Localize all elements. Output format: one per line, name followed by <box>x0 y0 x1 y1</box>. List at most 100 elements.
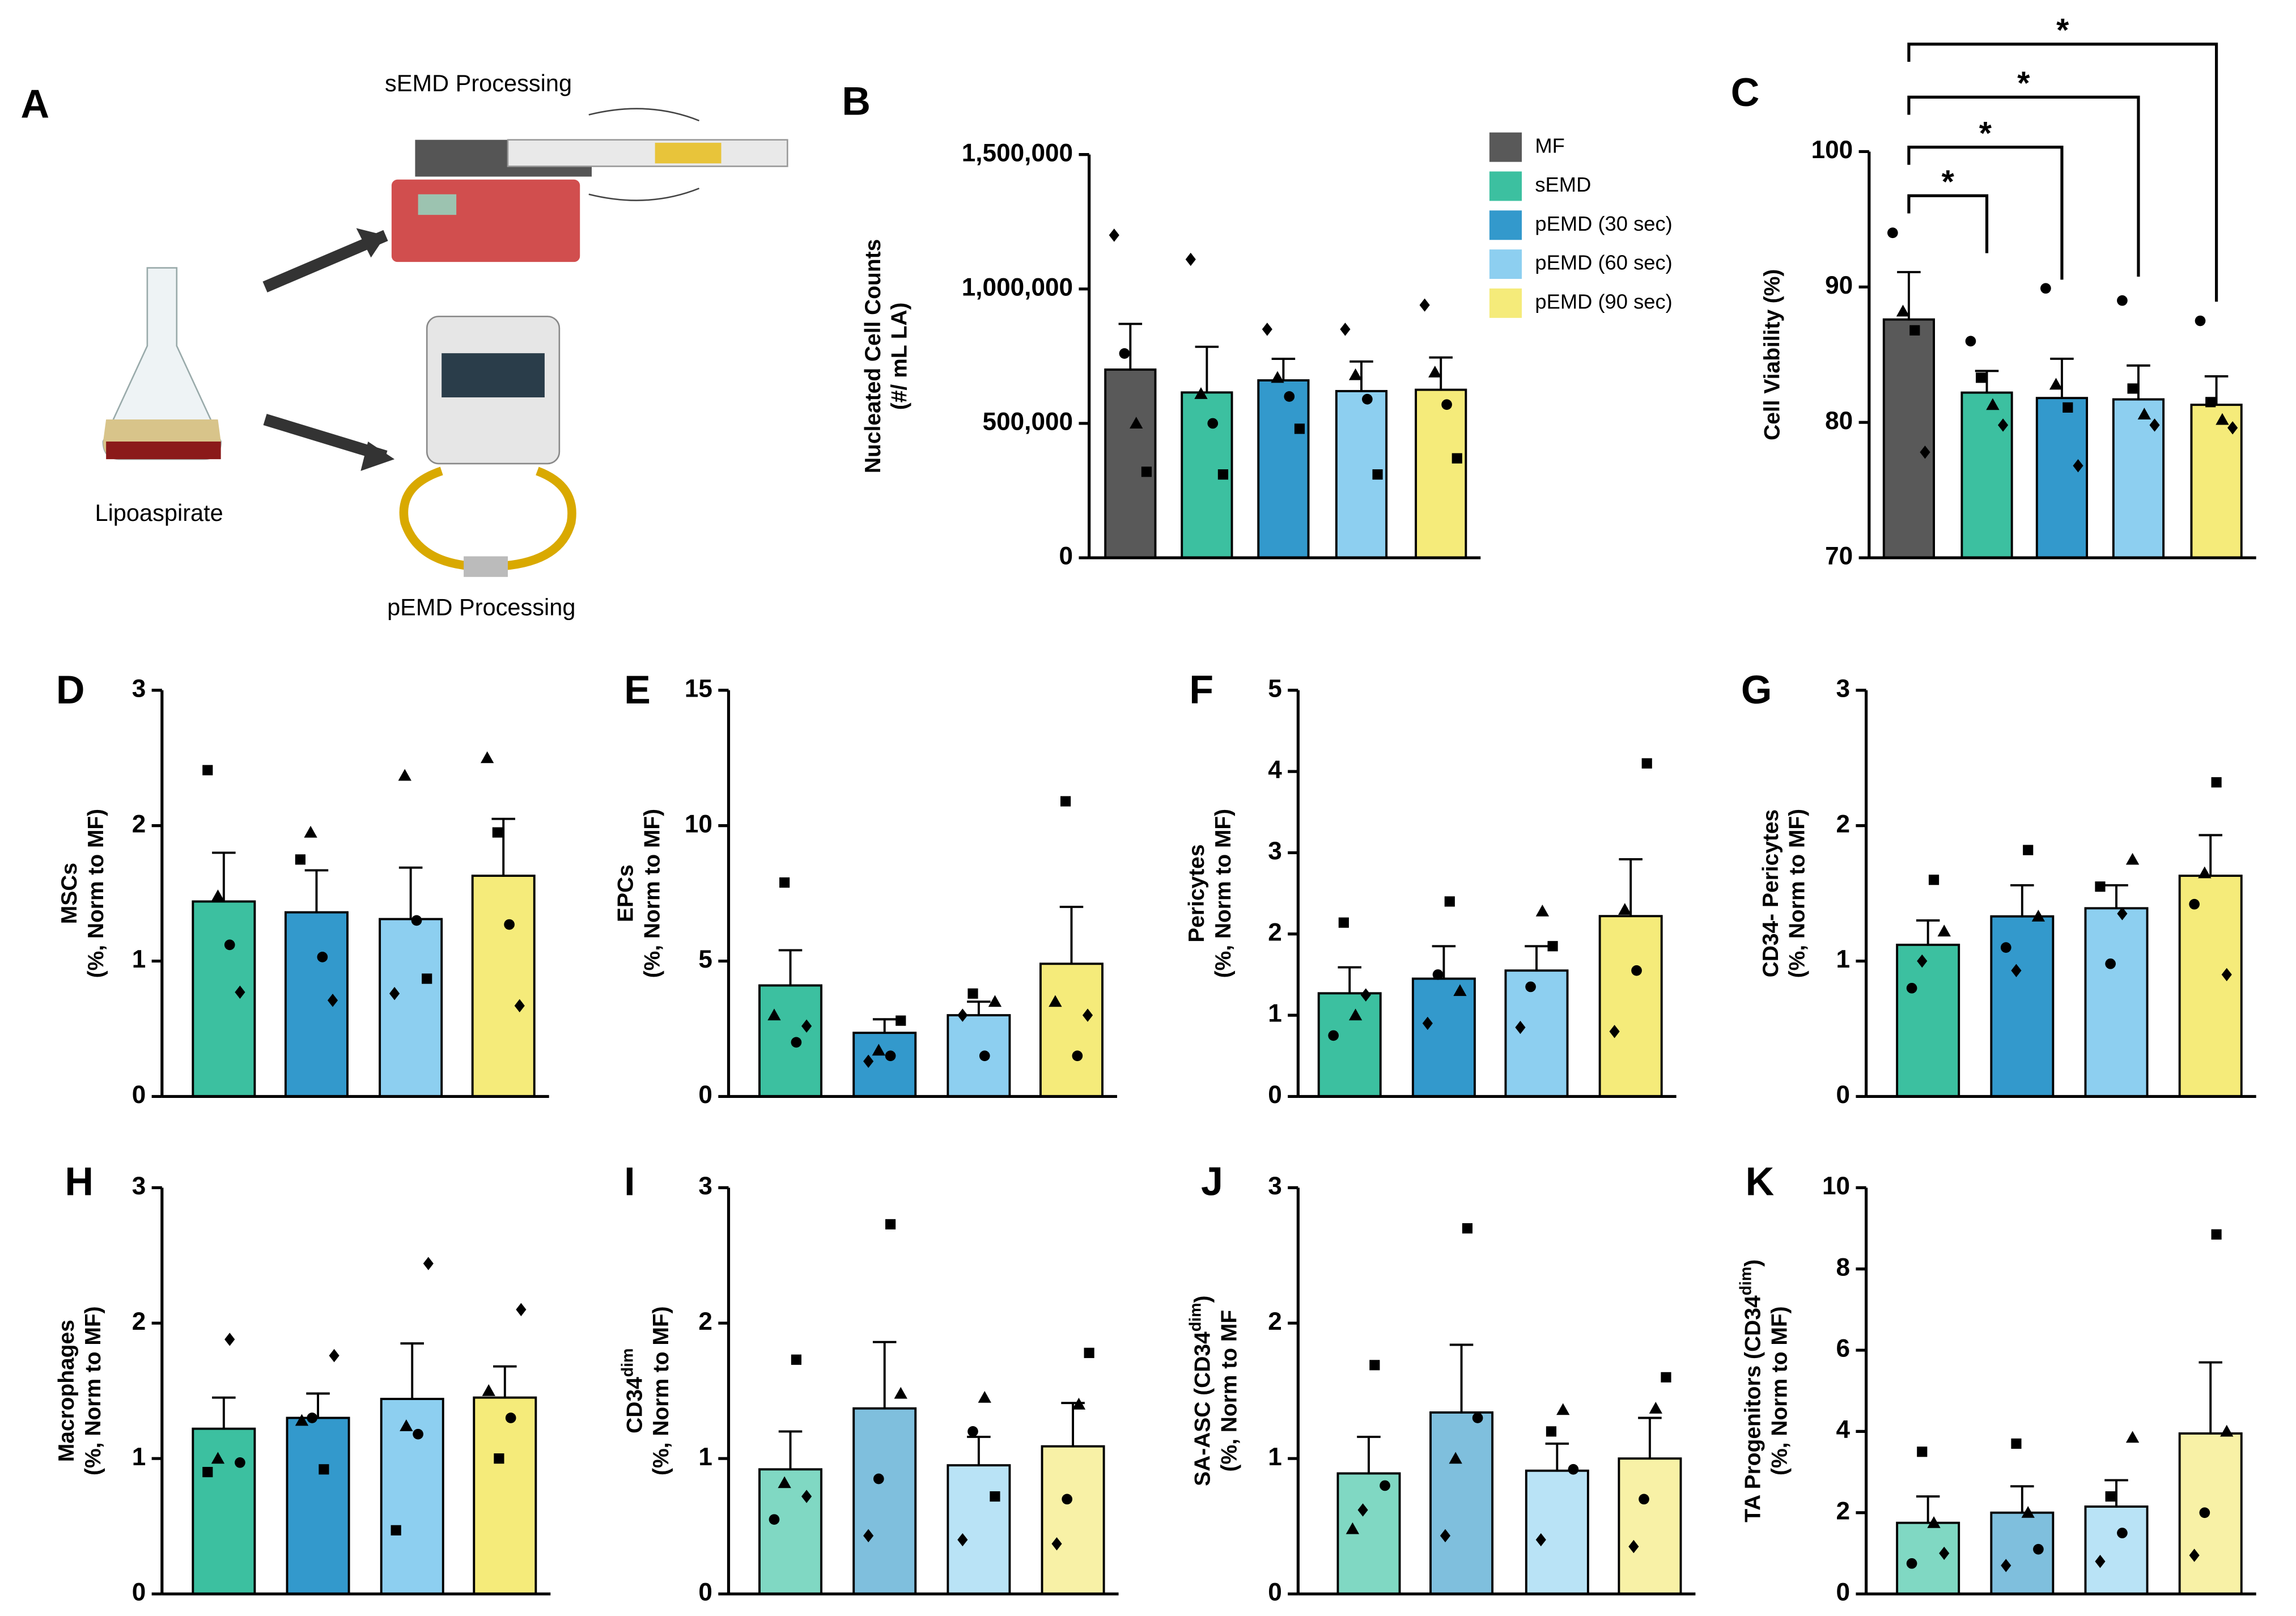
y-axis-label: CD34- Pericytes <box>1759 809 1783 978</box>
y-axis-label: (%, Norm to MF) <box>81 1306 105 1475</box>
panel-letter: J <box>1201 1159 1223 1203</box>
chart-panel: H 0 1 2 3 Macrophages (%, Norm to MF) <box>54 1159 551 1606</box>
data-point <box>1896 304 1910 317</box>
data-point <box>978 1390 991 1403</box>
legend-label: sEMD <box>1535 173 1591 196</box>
y-axis-label: (%, Norm to MF) <box>1211 809 1236 978</box>
bar <box>2178 1432 2243 1595</box>
error-bar <box>212 851 236 902</box>
data-point <box>1628 1539 1639 1554</box>
pump-screen <box>418 194 457 215</box>
y-tick-label: 10 <box>1822 1172 1850 1200</box>
caption: sEMD Processing <box>385 70 572 96</box>
error-bar <box>1525 945 1548 971</box>
bar <box>1429 1411 1494 1595</box>
data-point <box>1262 323 1272 336</box>
data-point <box>329 1348 339 1363</box>
blood <box>106 441 221 460</box>
data-point <box>1453 984 1467 996</box>
data-point <box>1082 1008 1093 1022</box>
data-point <box>957 1533 968 1547</box>
data-point <box>422 973 432 984</box>
data-point <box>2040 283 2051 294</box>
chart-panel: F 0 1 2 3 4 5 Pericytes (%, Norm to MF) <box>1185 668 1677 1109</box>
bar <box>1104 368 1157 559</box>
data-point <box>2125 1431 2140 1443</box>
y-axis-label-part: (%, Norm to MF) <box>81 1306 105 1475</box>
data-point <box>2211 777 2222 788</box>
y-tick-label: 2 <box>1268 1308 1282 1335</box>
error-bar <box>1638 1416 1662 1459</box>
panel-letter: A <box>21 82 50 126</box>
data-point <box>1546 1426 1557 1437</box>
y-axis-label-part: (%, Norm to MF) <box>84 809 108 978</box>
data-point <box>423 1257 434 1270</box>
y-axis-label: (%, Norm to MF) <box>84 809 108 978</box>
data-point <box>211 889 225 901</box>
y-axis-label: Macrophages <box>54 1320 79 1462</box>
panel-letter: B <box>842 79 871 124</box>
error-bar <box>2050 357 2074 398</box>
data-point <box>1049 995 1062 1007</box>
error-bar <box>1432 945 1456 979</box>
data-point <box>1472 1413 1483 1423</box>
bar <box>758 984 823 1098</box>
chart-panel: G 0 1 2 3 CD34- Pericytes (%, Norm to MF) <box>1741 668 2256 1109</box>
pump-head <box>442 353 545 398</box>
y-axis-label: (%, Norm to MF) <box>1767 1306 1792 1475</box>
bar <box>947 1464 1011 1595</box>
error-bar <box>306 1392 330 1418</box>
y-tick-label: 2 <box>132 810 146 838</box>
pump <box>391 179 580 262</box>
bar <box>1618 1457 1682 1595</box>
y-tick-label: 0 <box>132 1081 146 1109</box>
y-tick-label: 1 <box>132 1443 146 1471</box>
y-axis-label: EPCs <box>614 864 638 922</box>
y-tick-label: 15 <box>685 675 712 702</box>
data-point <box>801 1490 812 1503</box>
data-point <box>2011 964 2022 977</box>
legend-label: pEMD (90 sec) <box>1535 290 1672 313</box>
y-axis-label: (%, Norm to MF) <box>1785 809 1810 978</box>
data-point <box>327 994 338 1007</box>
error-bar <box>2204 375 2229 405</box>
data-point <box>1271 371 1284 383</box>
data-point <box>1568 1464 1579 1475</box>
data-point <box>1441 399 1452 410</box>
y-axis-label-part: Pericytes <box>1185 845 1209 943</box>
y-tick-label: 100 <box>1811 136 1853 164</box>
y-axis-label: (%, Norm to MF) <box>640 809 664 978</box>
arrow-head <box>356 228 386 258</box>
data-point <box>1428 366 1442 378</box>
data-point <box>2198 866 2212 879</box>
data-point <box>1084 1347 1094 1358</box>
y-axis-label-part: (%, Norm to MF) <box>649 1306 673 1475</box>
data-point <box>873 1473 884 1484</box>
data-point <box>769 1514 780 1525</box>
y-tick-label: 3 <box>132 1172 146 1200</box>
y-tick-label: 3 <box>1268 1172 1282 1200</box>
data-point <box>1631 965 1642 976</box>
data-point <box>1618 903 1632 915</box>
data-point <box>516 1303 527 1317</box>
y-axis-label-part: dim <box>618 1348 636 1377</box>
bar <box>286 1416 350 1595</box>
y-axis-label: (%, Norm to MF <box>1217 1310 1241 1472</box>
data-point <box>307 1413 318 1423</box>
data-point <box>480 751 494 764</box>
significance-bracket <box>1907 194 1989 253</box>
data-point <box>224 1333 235 1346</box>
bar <box>1411 977 1476 1098</box>
y-axis-label-part: Cell Viability (%) <box>1760 269 1784 440</box>
data-point <box>1348 368 1363 380</box>
data-point <box>317 952 328 962</box>
significance-bracket <box>1907 95 2140 277</box>
data-point <box>295 854 305 865</box>
legend-swatch <box>1489 249 1522 279</box>
data-point <box>2117 907 2128 921</box>
data-point <box>1937 924 1951 937</box>
data-point <box>235 985 245 999</box>
